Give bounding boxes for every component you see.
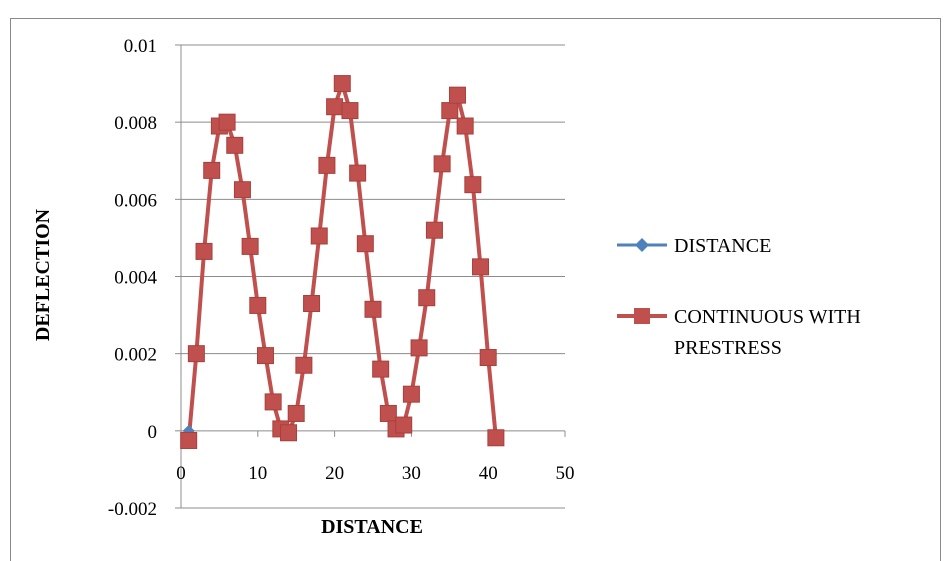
y-tick-label: 0.002 <box>114 345 157 366</box>
legend-label-distance: DISTANCE <box>674 235 771 257</box>
data-point-continuous-with-prestress <box>472 258 490 276</box>
y-axis-label: DEFLECTION <box>32 208 54 341</box>
data-point-continuous-with-prestress <box>241 237 259 255</box>
y-tick-label: 0 <box>148 422 158 443</box>
data-point-continuous-with-prestress <box>379 404 397 422</box>
legend-marker-continuous-with-prestress <box>634 308 650 324</box>
data-point-continuous-with-prestress <box>372 360 390 378</box>
y-tick-label: 0.008 <box>114 113 157 134</box>
data-point-continuous-with-prestress <box>410 339 428 357</box>
data-point-continuous-with-prestress <box>402 385 420 403</box>
x-tick-label: 50 <box>556 463 575 484</box>
data-point-continuous-with-prestress <box>195 242 213 260</box>
data-point-continuous-with-prestress <box>456 117 474 135</box>
x-tick-label: 40 <box>479 463 498 484</box>
gridlines <box>181 44 565 509</box>
data-point-continuous-with-prestress <box>441 102 459 120</box>
data-point-continuous-with-prestress <box>256 347 274 365</box>
data-point-continuous-with-prestress <box>433 155 451 173</box>
x-tick-label: 20 <box>325 463 344 484</box>
y-tick-label: 0.006 <box>114 190 157 211</box>
chart-frame <box>10 18 941 561</box>
data-point-continuous-with-prestress <box>479 349 497 367</box>
data-point-continuous-with-prestress <box>218 113 236 131</box>
data-point-continuous-with-prestress <box>180 431 198 449</box>
legend-marker-distance <box>635 238 649 252</box>
data-point-continuous-with-prestress <box>464 176 482 194</box>
legend-label-continuous-with-prestress: CONTINUOUS WITH PRESTRESS <box>674 306 861 359</box>
data-point-continuous-with-prestress <box>333 75 351 93</box>
x-tick-label: 0 <box>176 463 186 484</box>
data-point-continuous-with-prestress <box>487 429 505 447</box>
data-point-continuous-with-prestress <box>310 227 328 245</box>
data-point-continuous-with-prestress <box>341 102 359 120</box>
data-point-continuous-with-prestress <box>295 356 313 374</box>
data-point-continuous-with-prestress <box>318 156 336 174</box>
data-point-continuous-with-prestress <box>264 393 282 411</box>
data-point-continuous-with-prestress <box>203 161 221 179</box>
legend: DISTANCE CONTINUOUS WITH PRESTRESS <box>617 235 861 359</box>
data-point-continuous-with-prestress <box>364 300 382 318</box>
data-point-continuous-with-prestress <box>303 295 321 313</box>
data-point-continuous-with-prestress <box>233 181 251 199</box>
data-point-continuous-with-prestress <box>425 221 443 239</box>
data-point-continuous-with-prestress <box>280 424 298 442</box>
data-point-continuous-with-prestress <box>395 416 413 434</box>
data-point-continuous-with-prestress <box>226 136 244 154</box>
data-point-continuous-with-prestress <box>187 345 205 363</box>
tick-labels: -0.002 0 0.002 0.004 0.006 0.008 0.01 0 10 20 30 40… <box>108 36 575 520</box>
y-tick-label: 0.004 <box>114 268 157 289</box>
y-tick-label: 0.01 <box>124 36 157 57</box>
x-axis-label: DISTANCE <box>321 516 423 538</box>
data-point-continuous-with-prestress <box>418 289 436 307</box>
y-tick-label: -0.002 <box>108 499 157 520</box>
data-point-continuous-with-prestress <box>326 98 344 116</box>
x-tick-label: 30 <box>402 463 421 484</box>
data-point-continuous-with-prestress <box>356 235 374 253</box>
x-tick-label: 10 <box>248 463 267 484</box>
data-point-continuous-with-prestress <box>287 404 305 422</box>
data-point-continuous-with-prestress <box>249 296 267 314</box>
data-point-continuous-with-prestress <box>448 86 466 104</box>
series-layer <box>180 75 505 449</box>
data-point-continuous-with-prestress <box>349 164 367 182</box>
